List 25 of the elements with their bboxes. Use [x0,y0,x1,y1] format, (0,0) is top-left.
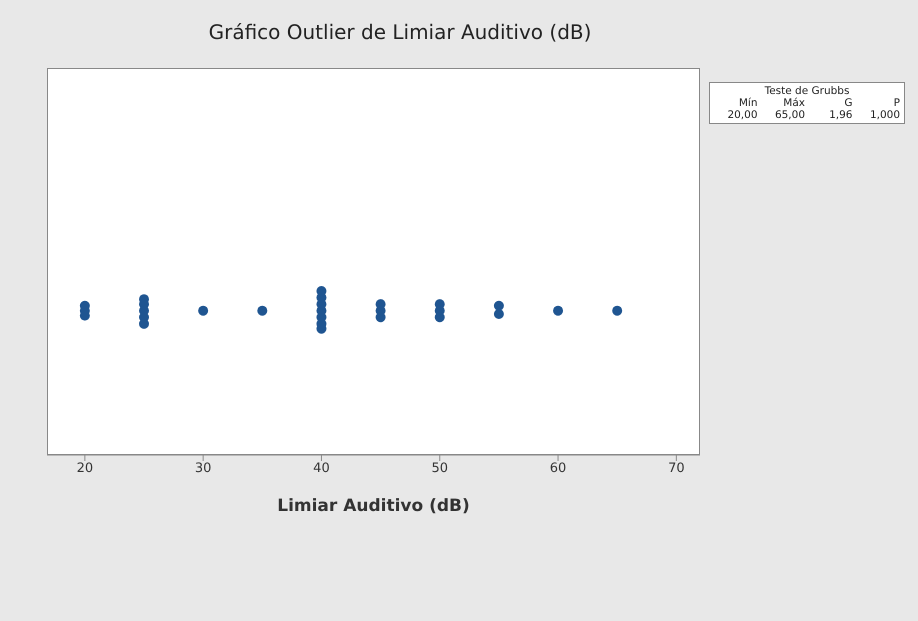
point [434,312,445,322]
point [198,306,208,316]
text: Mín [738,97,758,109]
x-tick-label: 50 [431,461,448,476]
x-axis-title: Limiar Auditivo (dB) [277,496,470,516]
point [494,308,504,319]
text: Máx [782,97,805,109]
text: 65,00 [774,109,805,121]
text: 1,96 [828,109,852,121]
point [257,306,268,316]
x-tick-label: 60 [550,461,566,476]
point [376,312,386,322]
text: Teste de Grubbs [764,85,850,97]
point [553,306,564,316]
x-tick-label: 40 [313,461,330,476]
x-tick-label: 30 [194,461,212,476]
text: P [892,97,900,109]
text: G [843,97,852,109]
chart-title: Gráfico Outlier de Limiar Auditivo (dB) [208,20,592,44]
text: 20,00 [726,109,758,121]
x-tick-label: 20 [76,461,94,476]
x-tick-label: 70 [668,461,685,476]
point [612,306,622,316]
text: 1,000 [868,109,900,121]
point [139,318,150,329]
